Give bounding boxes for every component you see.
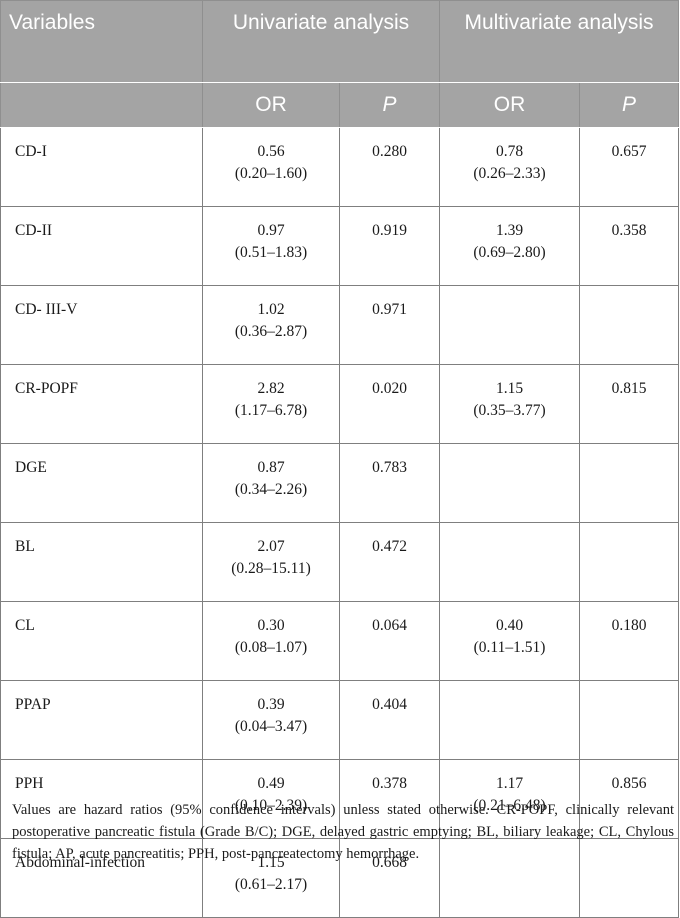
univariate-p-cell: 0.064 [339, 601, 440, 681]
multivariate-p-cell: 0.815 [578, 364, 680, 444]
odds-ratio-value: 0.97 [257, 222, 285, 239]
header-multi-p: P [578, 82, 680, 128]
table-row: CL 0.30 (0.08–1.07) 0.064 0.40 (0.11–1.51) 0.1… [0, 601, 680, 681]
header-variables: Variables [0, 0, 203, 83]
univariate-p-cell: 0.472 [339, 522, 440, 602]
confidence-interval: (0.36–2.87) [234, 323, 308, 340]
odds-ratio-value: 1.39 [495, 222, 524, 239]
confidence-interval: (0.28–15.11) [231, 560, 311, 577]
odds-ratio-value: 1.02 [257, 301, 285, 318]
multivariate-p-cell: 0.657 [578, 127, 680, 207]
multivariate-or-cell [439, 680, 580, 760]
multivariate-or-cell: 0.78 (0.26–2.33) [439, 127, 580, 207]
confidence-interval: (0.34–2.26) [234, 481, 308, 498]
univariate-p-cell: 0.919 [339, 206, 440, 286]
variable-cell: CD-I [0, 127, 203, 207]
univariate-or-cell: 2.07 (0.28–15.11) [202, 522, 340, 602]
confidence-interval: (0.11–1.51) [473, 639, 546, 656]
univariate-or-cell: 0.39 (0.04–3.47) [202, 680, 340, 760]
univariate-p-cell: 0.971 [339, 285, 440, 365]
multivariate-or-cell [439, 522, 580, 602]
header-multivariate: Multivariate analysis [438, 0, 680, 83]
table-body: CD-I 0.56 (0.20–1.60) 0.280 0.78 (0.26–2.33) 0… [0, 127, 680, 918]
multivariate-p-cell [578, 522, 680, 602]
table-footnote: Values are hazard ratios (95% confidence… [12, 802, 674, 862]
multivariate-p-cell [578, 680, 680, 760]
table-row: CD-II 0.97 (0.51–1.83) 0.919 1.39 (0.69–2.80)… [0, 206, 680, 286]
variable-cell: CD- III-V [0, 285, 203, 365]
univariate-p-cell: 0.783 [339, 443, 440, 523]
multivariate-p-cell: 0.180 [578, 601, 680, 681]
odds-ratio-value: 0.87 [257, 459, 285, 476]
odds-ratio-value: 2.82 [257, 380, 285, 397]
univariate-p-cell: 0.404 [339, 680, 440, 760]
header-uni-p: P [339, 82, 440, 128]
variable-cell: DGE [0, 443, 203, 523]
table-row: PPH 0.49 (0.10–2.39) 0.378 1.17 (0.21–6.48) 0.… [0, 759, 680, 839]
odds-ratio-value: 0.78 [495, 143, 524, 160]
univariate-or-cell: 0.87 (0.34–2.26) [202, 443, 340, 523]
multivariate-p-cell: 0.358 [578, 206, 680, 286]
univariate-or-cell: 0.56 (0.20–1.60) [202, 127, 340, 207]
table-row: CD- III-V 1.02 (0.36–2.87) 0.971 [0, 285, 680, 365]
table-row: DGE 0.87 (0.34–2.26) 0.783 [0, 443, 680, 523]
odds-ratio-value: 1.15 [257, 854, 285, 871]
multivariate-p-cell [578, 443, 680, 523]
univariate-or-cell: 0.97 (0.51–1.83) [202, 206, 340, 286]
table-row: CR-POPF 2.82 (1.17–6.78) 0.020 1.15 (0.35–3.7… [0, 364, 680, 444]
confidence-interval: (0.10–2.39) [234, 797, 308, 814]
header-univariate: Univariate analysis [202, 0, 440, 83]
confidence-interval: (0.04–3.47) [234, 718, 308, 735]
confidence-interval: (0.21–6.48) [473, 797, 546, 814]
variable-cell: CR-POPF [0, 364, 203, 444]
variable-cell: CD-II [0, 206, 203, 286]
variable-cell: BL [0, 522, 203, 602]
header-uni-or: OR [202, 82, 340, 128]
odds-ratio-value: 0.40 [495, 617, 524, 634]
confidence-interval: (0.26–2.33) [473, 165, 546, 182]
table-row: CD-I 0.56 (0.20–1.60) 0.280 0.78 (0.26–2.33) 0… [0, 127, 680, 207]
table-row: BL 2.07 (0.28–15.11) 0.472 [0, 522, 680, 602]
multivariate-or-cell: 1.39 (0.69–2.80) [439, 206, 580, 286]
odds-ratio-value: 0.30 [257, 617, 285, 634]
univariate-p-cell: 0.280 [339, 127, 440, 207]
header-multi-or: OR [439, 82, 580, 128]
multivariate-or-cell: 0.40 (0.11–1.51) [439, 601, 580, 681]
univariate-p-cell: 0.020 [339, 364, 440, 444]
confidence-interval: (0.20–1.60) [234, 165, 308, 182]
confidence-interval: (0.35–3.77) [473, 402, 546, 419]
variable-cell: CL [0, 601, 203, 681]
odds-ratio-value: 2.07 [257, 538, 285, 555]
table-row: PPAP 0.39 (0.04–3.47) 0.404 [0, 680, 680, 760]
multivariate-or-cell [439, 443, 580, 523]
odds-ratio-value: 0.39 [257, 696, 285, 713]
multivariate-or-cell: 1.15 (0.35–3.77) [439, 364, 580, 444]
confidence-interval: (0.61–2.17) [234, 876, 308, 893]
multivariate-p-cell [578, 285, 680, 365]
confidence-interval: (1.17–6.78) [234, 402, 308, 419]
confidence-interval: (0.51–1.83) [234, 244, 308, 261]
odds-ratio-value: 1.15 [495, 380, 524, 397]
confidence-interval: (0.69–2.80) [473, 244, 546, 261]
multivariate-or-cell [439, 285, 580, 365]
univariate-or-cell: 2.82 (1.17–6.78) [202, 364, 340, 444]
univariate-or-cell: 0.30 (0.08–1.07) [202, 601, 340, 681]
confidence-interval: (0.08–1.07) [234, 639, 308, 656]
univariate-or-cell: 1.02 (0.36–2.87) [202, 285, 340, 365]
variable-cell: PPH [0, 759, 203, 839]
odds-ratio-value: 1.17 [495, 775, 524, 792]
odds-ratio-value: 0.56 [257, 143, 285, 160]
table-header: Variables Univariate analysis Multivaria… [0, 0, 680, 128]
odds-ratio-value: 0.49 [257, 775, 285, 792]
variable-cell: PPAP [0, 680, 203, 760]
multivariate-p-cell: 0.856 [578, 759, 680, 839]
header-blank [0, 82, 203, 128]
